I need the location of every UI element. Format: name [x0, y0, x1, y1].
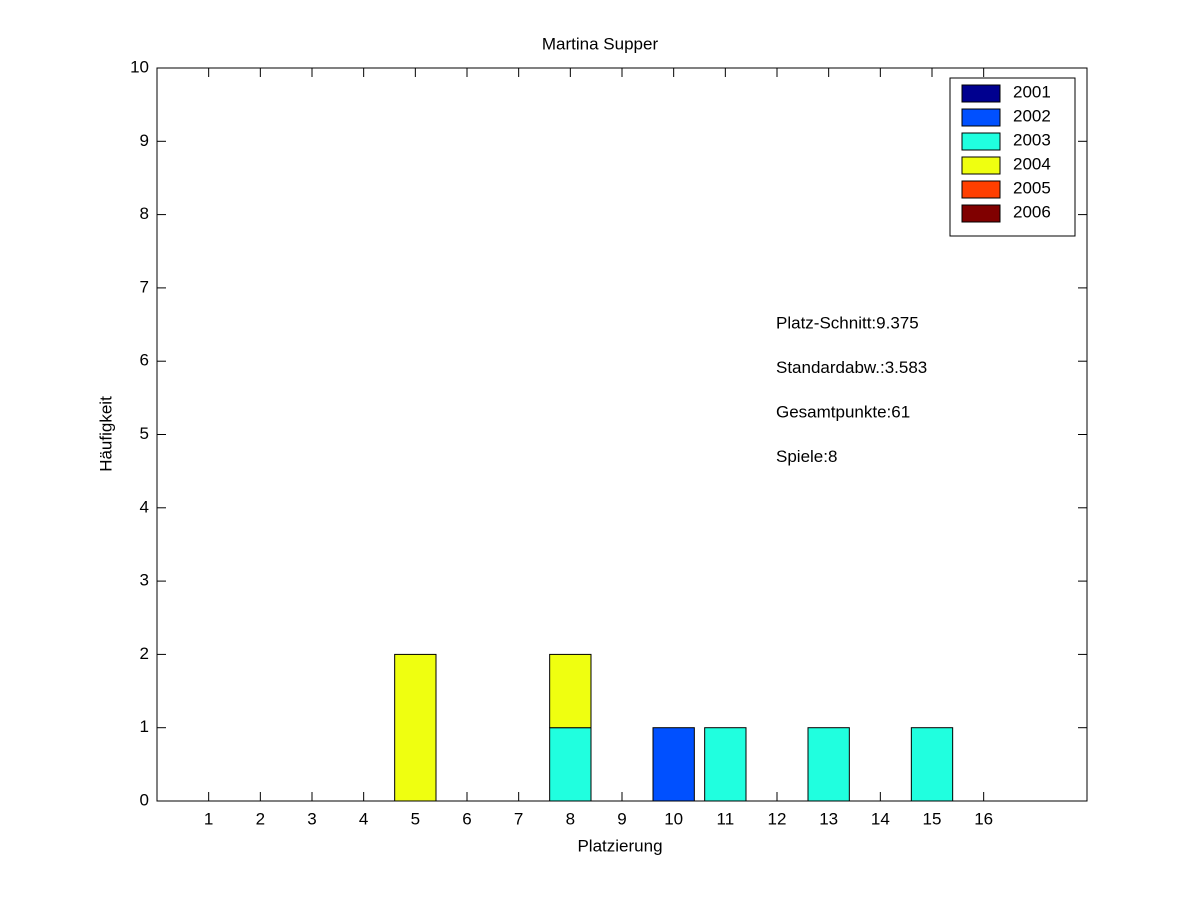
legend-label: 2004 [1013, 154, 1051, 173]
y-tick-label: 6 [140, 351, 149, 370]
legend-label: 2006 [1013, 202, 1051, 221]
x-tick-label: 4 [359, 809, 368, 828]
x-tick-label: 1 [204, 809, 213, 828]
chart-title: Martina Supper [542, 34, 659, 53]
y-tick-label: 1 [140, 717, 149, 736]
legend-swatch [961, 204, 1001, 223]
y-tick-label: 4 [140, 497, 149, 516]
y-tick-label: 2 [140, 644, 149, 663]
bar [549, 653, 592, 729]
y-tick-label: 0 [140, 790, 149, 809]
plot-frame [156, 67, 1088, 802]
legend-swatch [961, 156, 1001, 175]
legend-label: 2005 [1013, 178, 1051, 197]
legend-label: 2001 [1013, 82, 1051, 101]
legend-swatch [961, 132, 1001, 151]
x-tick-label: 12 [768, 809, 787, 828]
y-tick-label: 10 [130, 57, 149, 76]
annotation: Spiele:8 [776, 447, 837, 466]
x-tick-label: 2 [256, 809, 265, 828]
y-tick-label: 9 [140, 131, 149, 150]
x-tick-label: 6 [462, 809, 471, 828]
x-tick-label: 14 [871, 809, 890, 828]
y-tick-label: 5 [140, 424, 149, 443]
x-tick-label: 5 [411, 809, 420, 828]
x-axis-label: Platzierung [577, 836, 662, 855]
x-tick-label: 15 [923, 809, 942, 828]
x-tick-label: 8 [566, 809, 575, 828]
legend-swatch [961, 180, 1001, 199]
x-tick-label: 9 [617, 809, 626, 828]
legend-swatch [961, 84, 1001, 103]
bar [910, 727, 954, 802]
x-tick-label: 11 [717, 809, 735, 828]
x-tick-label: 13 [819, 809, 838, 828]
legend-label: 2003 [1013, 130, 1051, 149]
annotation: Platz-Schnitt:9.375 [776, 313, 919, 332]
bar [704, 727, 747, 802]
x-tick-label: 16 [974, 809, 993, 828]
y-axis-label: Häufigkeit [96, 396, 115, 472]
y-tick-label: 3 [140, 571, 149, 590]
bar [652, 727, 695, 802]
annotation: Standardabw.:3.583 [776, 358, 927, 377]
y-tick-label: 8 [140, 204, 149, 223]
annotation: Gesamtpunkte:61 [776, 402, 910, 421]
x-tick-label: 10 [664, 809, 683, 828]
bar [807, 727, 850, 802]
bar [549, 727, 592, 802]
x-tick-label: 3 [307, 809, 316, 828]
legend-label: 2002 [1013, 106, 1051, 125]
x-tick-label: 7 [514, 809, 523, 828]
bar [394, 653, 437, 802]
legend-swatch [961, 108, 1001, 127]
y-tick-label: 7 [140, 277, 149, 296]
